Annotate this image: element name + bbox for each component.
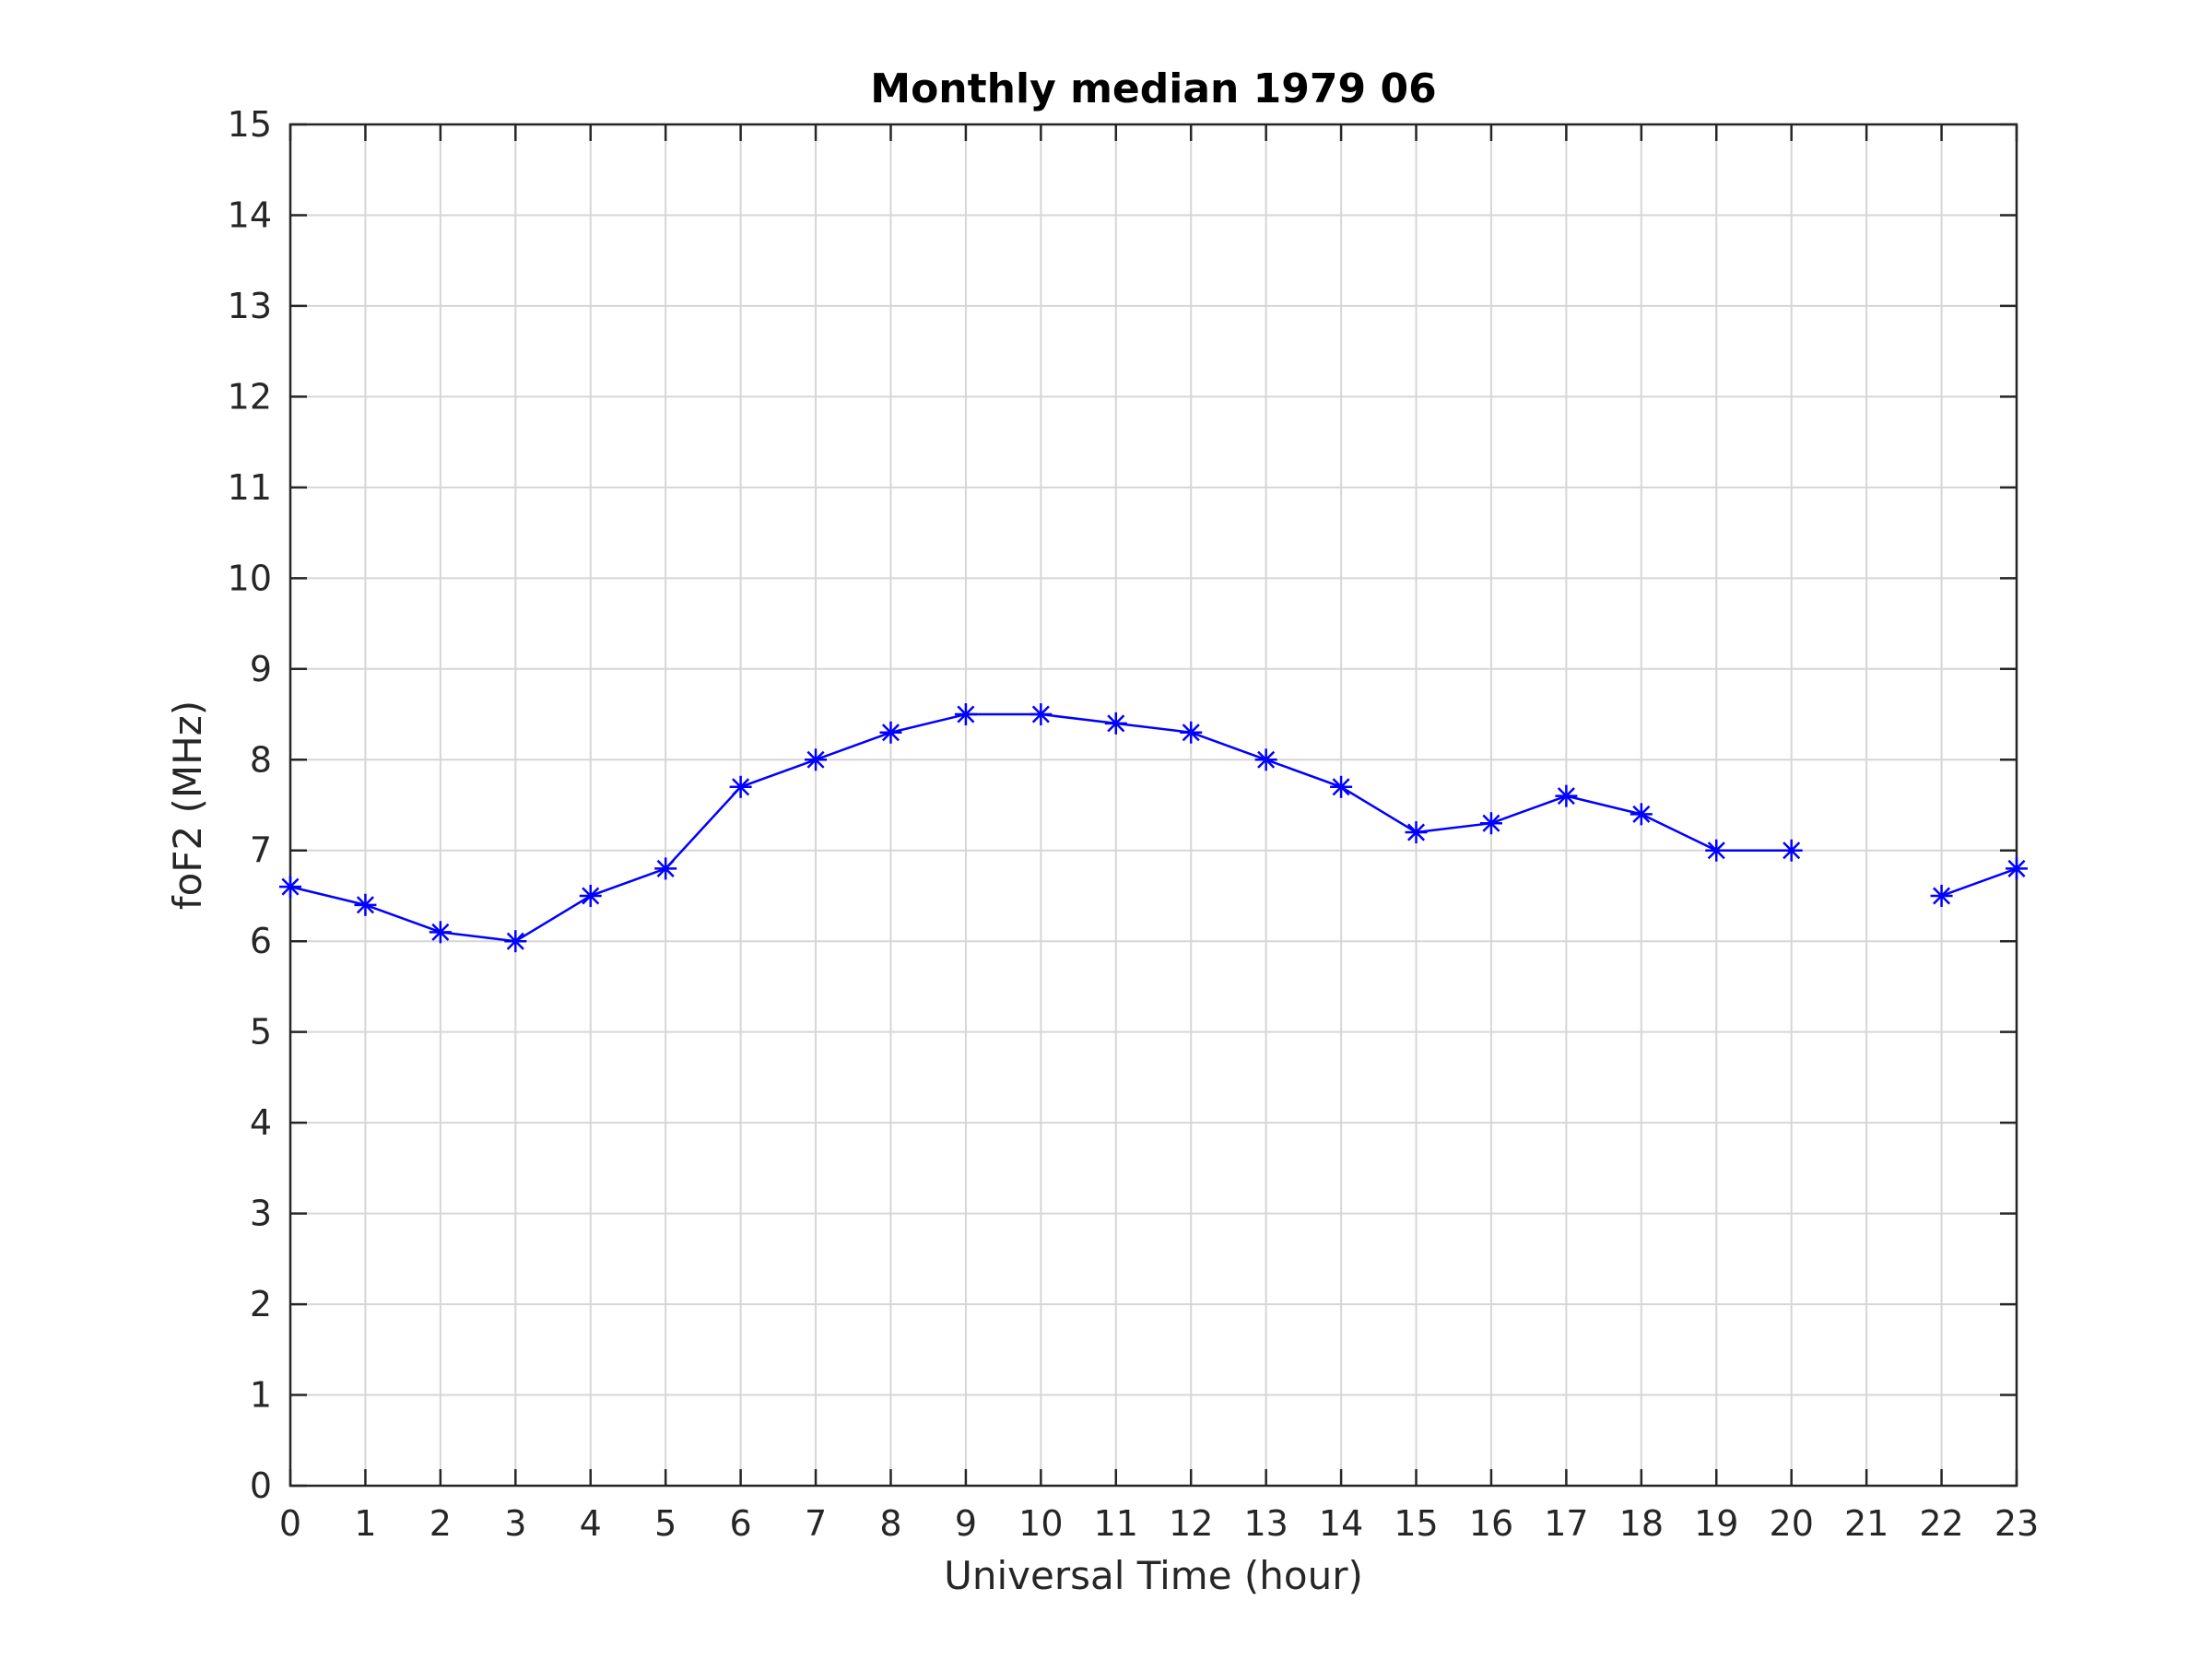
series-layer [279, 703, 2028, 953]
y-tick-label: 11 [228, 467, 272, 508]
y-tick-label: 13 [228, 286, 272, 326]
data-point-marker [1630, 803, 1653, 826]
x-tick-label: 4 [580, 1503, 602, 1544]
y-axis-label: foF2 (MHz) [165, 700, 210, 910]
data-point-marker [2006, 857, 2028, 880]
y-tick-label: 6 [250, 921, 272, 961]
x-tick-label: 22 [1919, 1503, 1963, 1544]
y-tick-label: 14 [228, 194, 272, 235]
data-point-marker [279, 876, 301, 899]
chart-title: Monthly median 1979 06 [870, 65, 1436, 112]
data-point-marker [1330, 775, 1353, 798]
y-tick-label: 2 [250, 1284, 272, 1324]
plot-frame [288, 123, 2018, 1488]
x-tick-label: 20 [1770, 1503, 1814, 1544]
plot-area [290, 124, 2017, 1486]
x-tick-labels: 0 1 2 3 4 5 6 7 8 9 10 11 12 13 14 15 16 17 18 19 20 21 22 23 [279, 1503, 2039, 1544]
y-tick-label: 12 [228, 376, 272, 417]
x-tick-label: 17 [1544, 1503, 1588, 1544]
x-tick-label: 6 [730, 1503, 752, 1544]
x-tick-label: 12 [1169, 1503, 1213, 1544]
data-point-marker [429, 921, 452, 944]
y-tick-label: 10 [228, 558, 272, 598]
y-tick-label: 1 [250, 1375, 272, 1416]
data-point-marker [1180, 721, 1203, 744]
y-tick-label: 5 [250, 1012, 272, 1053]
x-tick-label: 19 [1694, 1503, 1738, 1544]
y-tick-label: 3 [250, 1194, 272, 1234]
x-tick-label: 23 [1994, 1503, 2039, 1544]
data-point-marker [1705, 839, 1728, 862]
y-tick-label: 4 [250, 1102, 272, 1143]
x-tick-label: 0 [279, 1503, 301, 1544]
data-point-marker [1555, 784, 1578, 807]
x-tick-label: 14 [1319, 1503, 1363, 1544]
y-tick-label: 7 [250, 830, 272, 871]
grid [290, 124, 2017, 1486]
x-axis-label: Universal Time (hour) [944, 1553, 1363, 1598]
data-point-marker [1479, 812, 1502, 835]
axis-ticks [288, 123, 2018, 1488]
data-point-marker [1254, 748, 1277, 771]
data-point-marker [579, 884, 602, 907]
data-point-marker [1930, 884, 1953, 907]
data-point-marker [1104, 712, 1127, 735]
y-tick-label: 15 [228, 104, 272, 145]
data-point-marker [879, 721, 902, 744]
data-point-marker [1780, 839, 1803, 862]
data-point-marker [954, 703, 977, 726]
x-tick-label: 9 [955, 1503, 977, 1544]
x-tick-label: 11 [1094, 1503, 1138, 1544]
y-tick-label: 0 [250, 1465, 272, 1506]
x-tick-label: 21 [1844, 1503, 1888, 1544]
x-tick-label: 8 [879, 1503, 901, 1544]
x-tick-label: 3 [504, 1503, 526, 1544]
data-point-marker [1030, 703, 1053, 726]
y-tick-label: 8 [250, 739, 272, 780]
data-point-marker [654, 857, 677, 880]
data-point-marker [729, 775, 752, 798]
x-tick-label: 7 [805, 1503, 827, 1544]
x-tick-label: 5 [654, 1503, 677, 1544]
x-tick-label: 2 [429, 1503, 452, 1544]
series [279, 703, 2028, 953]
x-tick-label: 10 [1018, 1503, 1063, 1544]
y-tick-label: 9 [250, 649, 272, 689]
x-tick-label: 1 [354, 1503, 376, 1544]
data-point-marker [504, 930, 527, 953]
x-tick-label: 15 [1394, 1503, 1438, 1544]
x-tick-label: 16 [1469, 1503, 1513, 1544]
x-tick-label: 18 [1619, 1503, 1664, 1544]
data-point-marker [805, 748, 828, 771]
x-tick-label: 13 [1243, 1503, 1288, 1544]
data-point-marker [354, 893, 377, 916]
data-point-marker [1405, 821, 1428, 844]
